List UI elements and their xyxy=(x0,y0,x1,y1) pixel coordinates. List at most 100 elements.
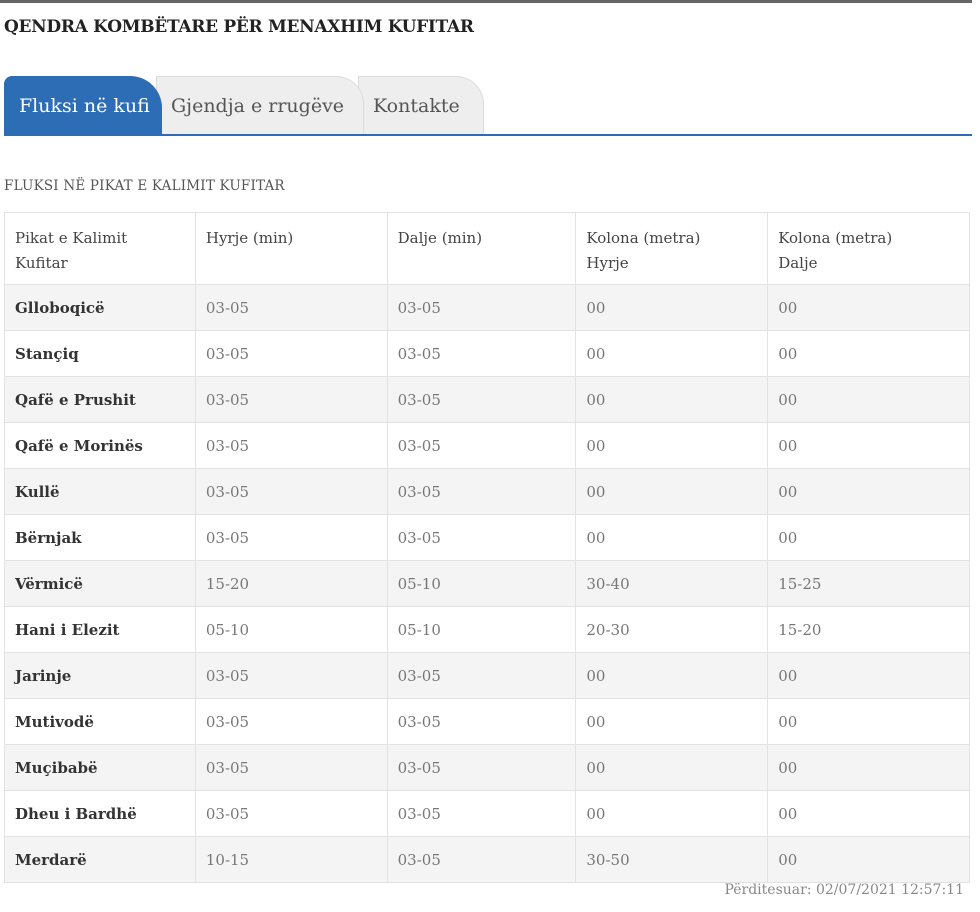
header-line: Pikat e Kalimit xyxy=(15,229,128,247)
cell-exit-min: 03-05 xyxy=(386,698,577,745)
cell-queue-entry: 00 xyxy=(575,330,769,377)
table-row: Hani i Elezit 05-10 05-10 20-30 15-20 xyxy=(4,606,970,653)
cell-crossing-point: Vërmicë xyxy=(4,560,196,607)
cell-queue-exit: 00 xyxy=(767,790,970,837)
cell-exit-min: 03-05 xyxy=(386,376,577,423)
cell-exit-min: 03-05 xyxy=(386,284,577,331)
table-row: Bërnjak 03-05 03-05 00 00 xyxy=(4,514,970,561)
header-line: Kufitar xyxy=(15,254,68,272)
cell-queue-entry: 00 xyxy=(575,514,769,561)
cell-entry-min: 03-05 xyxy=(194,284,388,331)
cell-queue-entry: 00 xyxy=(575,698,769,745)
table-header-row: Pikat e Kalimit Kufitar Hyrje (min) Dalj… xyxy=(4,212,970,285)
cell-crossing-point: Kullë xyxy=(4,468,196,515)
tab-kontakte[interactable]: Kontakte xyxy=(358,76,484,134)
section-title: FLUKSI NË PIKAT E KALIMIT KUFITAR xyxy=(4,178,285,194)
tab-gjendja-e-rrugeve[interactable]: Gjendja e rrugëve xyxy=(156,76,364,134)
cell-crossing-point: Muçibabë xyxy=(4,744,196,791)
last-updated: Përditesuar: 02/07/2021 12:57:11 xyxy=(724,882,964,898)
cell-queue-exit: 00 xyxy=(767,468,970,515)
cell-entry-min: 03-05 xyxy=(194,468,388,515)
cell-queue-entry: 00 xyxy=(575,376,769,423)
cell-queue-exit: 00 xyxy=(767,330,970,377)
header-line: Hyrje (min) xyxy=(205,229,294,247)
cell-crossing-point: Hani i Elezit xyxy=(4,606,196,653)
cell-crossing-point: Bërnjak xyxy=(4,514,196,561)
cell-entry-min: 03-05 xyxy=(194,330,388,377)
tab-bar: Fluksi në kufi Gjendja e rrugëve Kontakt… xyxy=(4,76,972,136)
header-line: Kolona (metra) xyxy=(586,229,701,247)
cell-queue-exit: 00 xyxy=(767,836,970,883)
cell-crossing-point: Qafë e Prushit xyxy=(4,376,196,423)
cell-queue-entry: 30-50 xyxy=(575,836,769,883)
cell-crossing-point: Qafë e Morinës xyxy=(4,422,196,469)
cell-entry-min: 03-05 xyxy=(194,376,388,423)
cell-exit-min: 03-05 xyxy=(386,422,577,469)
header-line: Kolona (metra) xyxy=(778,229,893,247)
site-title: QENDRA KOMBËTARE PËR MENAXHIM KUFITAR xyxy=(4,17,474,37)
table-row: Jarinje 03-05 03-05 00 00 xyxy=(4,652,970,699)
cell-queue-exit: 00 xyxy=(767,652,970,699)
cell-exit-min: 03-05 xyxy=(386,652,577,699)
top-rule xyxy=(0,0,972,3)
cell-queue-entry: 00 xyxy=(575,652,769,699)
cell-crossing-point: Glloboqicë xyxy=(4,284,196,331)
cell-crossing-point: Dheu i Bardhë xyxy=(4,790,196,837)
header-queue-exit: Kolona (metra) Dalje xyxy=(767,212,970,285)
header-queue-entry: Kolona (metra) Hyrje xyxy=(575,212,769,285)
header-line: Dalje (min) xyxy=(397,229,483,247)
cell-queue-exit: 00 xyxy=(767,284,970,331)
cell-exit-min: 03-05 xyxy=(386,790,577,837)
table-row: Qafë e Morinës 03-05 03-05 00 00 xyxy=(4,422,970,469)
header-line: Dalje xyxy=(778,254,818,272)
cell-entry-min: 03-05 xyxy=(194,790,388,837)
cell-queue-exit: 15-25 xyxy=(767,560,970,607)
cell-entry-min: 05-10 xyxy=(194,606,388,653)
table-row: Muçibabë 03-05 03-05 00 00 xyxy=(4,744,970,791)
cell-entry-min: 03-05 xyxy=(194,422,388,469)
table-row: Stançiq 03-05 03-05 00 00 xyxy=(4,330,970,377)
cell-crossing-point: Jarinje xyxy=(4,652,196,699)
cell-exit-min: 03-05 xyxy=(386,836,577,883)
table-row: Dheu i Bardhë 03-05 03-05 00 00 xyxy=(4,790,970,837)
cell-exit-min: 03-05 xyxy=(386,514,577,561)
table-row: Qafë e Prushit 03-05 03-05 00 00 xyxy=(4,376,970,423)
cell-entry-min: 03-05 xyxy=(194,744,388,791)
header-crossing-point: Pikat e Kalimit Kufitar xyxy=(4,212,196,285)
cell-queue-entry: 00 xyxy=(575,422,769,469)
cell-crossing-point: Stançiq xyxy=(4,330,196,377)
header-exit-min: Dalje (min) xyxy=(386,212,577,285)
cell-entry-min: 15-20 xyxy=(194,560,388,607)
table-row: Mutivodë 03-05 03-05 00 00 xyxy=(4,698,970,745)
cell-queue-exit: 00 xyxy=(767,422,970,469)
cell-entry-min: 03-05 xyxy=(194,652,388,699)
table-row: Kullë 03-05 03-05 00 00 xyxy=(4,468,970,515)
cell-queue-exit: 00 xyxy=(767,698,970,745)
table-row: Glloboqicë 03-05 03-05 00 00 xyxy=(4,284,970,331)
header-line: Hyrje xyxy=(586,254,629,272)
cell-crossing-point: Mutivodë xyxy=(4,698,196,745)
header-entry-min: Hyrje (min) xyxy=(194,212,388,285)
cell-queue-entry: 00 xyxy=(575,468,769,515)
table-row: Vërmicë 15-20 05-10 30-40 15-25 xyxy=(4,560,970,607)
cell-exit-min: 03-05 xyxy=(386,744,577,791)
cell-queue-entry: 30-40 xyxy=(575,560,769,607)
cell-queue-entry: 20-30 xyxy=(575,606,769,653)
cell-queue-exit: 15-20 xyxy=(767,606,970,653)
cell-queue-exit: 00 xyxy=(767,514,970,561)
cell-queue-exit: 00 xyxy=(767,744,970,791)
cell-exit-min: 03-05 xyxy=(386,468,577,515)
cell-queue-entry: 00 xyxy=(575,284,769,331)
cell-crossing-point: Merdarë xyxy=(4,836,196,883)
cell-queue-entry: 00 xyxy=(575,790,769,837)
cell-exit-min: 03-05 xyxy=(386,330,577,377)
cell-entry-min: 03-05 xyxy=(194,514,388,561)
table-row: Merdarë 10-15 03-05 30-50 00 xyxy=(4,836,970,883)
cell-entry-min: 03-05 xyxy=(194,698,388,745)
table-body: Glloboqicë 03-05 03-05 00 00 Stançiq 03-05 03-0… xyxy=(4,284,970,883)
cell-entry-min: 10-15 xyxy=(194,836,388,883)
tab-fluksi-ne-kufi[interactable]: Fluksi në kufi xyxy=(4,76,162,134)
cell-queue-exit: 00 xyxy=(767,376,970,423)
cell-queue-entry: 00 xyxy=(575,744,769,791)
border-flux-table: Pikat e Kalimit Kufitar Hyrje (min) Dalj… xyxy=(4,212,970,883)
